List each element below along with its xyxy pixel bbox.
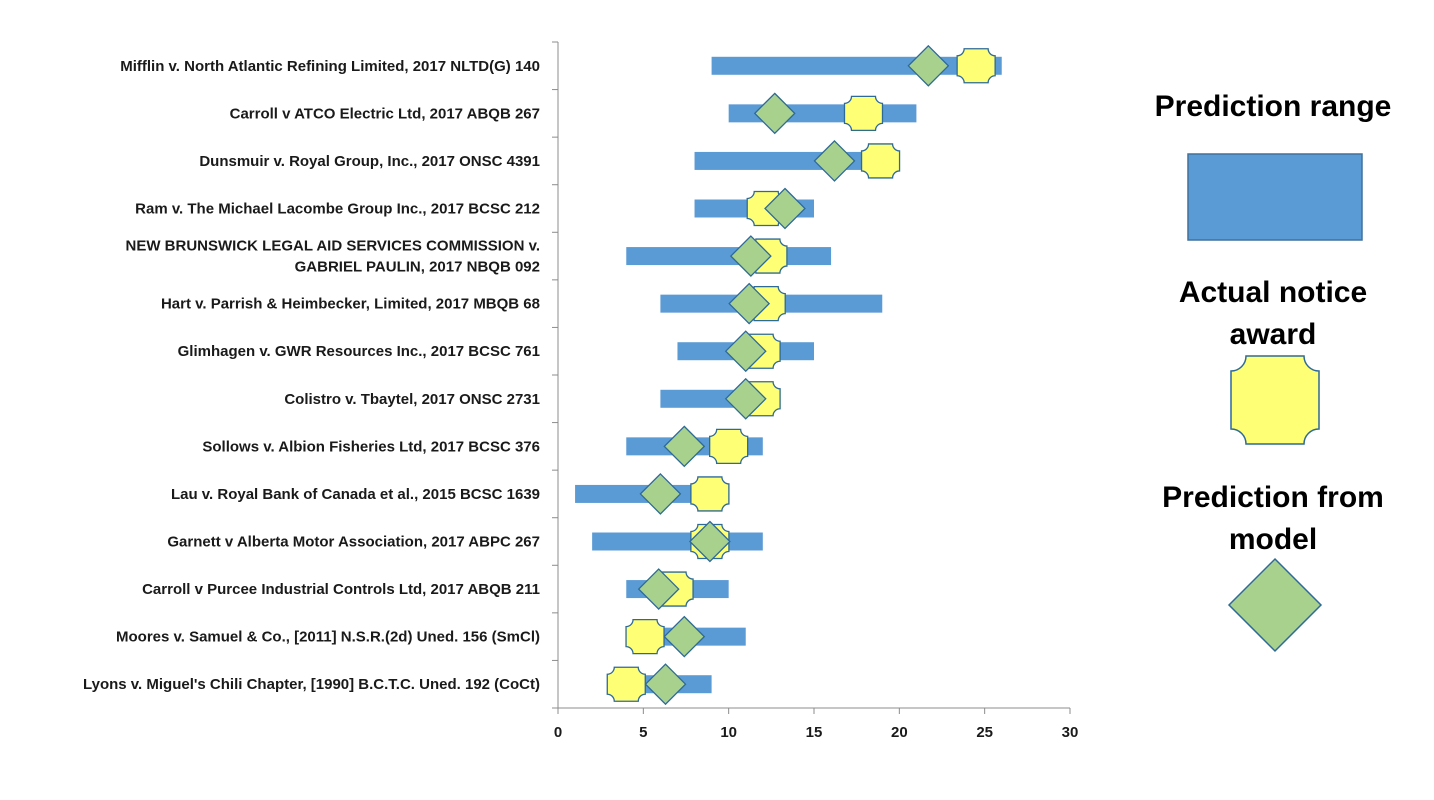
x-tick-label: 0 [554,724,562,741]
actual-award-marker [709,428,749,465]
legend-actual-swatch [1230,355,1320,445]
x-tick-label: 15 [806,724,823,741]
case-label: NEW BRUNSWICK LEGAL AID SERVICES COMMISS… [126,238,540,255]
model-prediction-marker [728,282,771,325]
model-prediction-marker [639,473,682,515]
category-label-layer: Mifflin v. North Atlantic Refining Limit… [83,58,540,693]
legend-range-title: Prediction range [1155,90,1392,123]
model-prediction-marker [724,330,767,373]
case-label: Lau v. Royal Bank of Canada et al., 2015… [171,486,540,503]
legend-predicted-swatch [1227,557,1323,653]
axis-layer: 0 5 10 15 20 25 30 [552,41,1079,741]
model-prediction-marker [907,44,950,87]
model-prediction-marker [637,568,680,610]
case-label: Dunsmuir v. Royal Group, Inc., 2017 ONSC… [199,153,540,170]
legend-actual-title: award [1230,318,1317,351]
case-label: Lyons v. Miguel's Chili Chapter, [1990] … [83,676,540,693]
actual-award-marker [956,48,996,84]
prediction-range-bar [626,247,832,266]
prediction-marker-layer [637,44,950,706]
case-label: Carroll v Purcee Industrial Controls Ltd… [142,581,540,598]
model-prediction-marker [663,425,706,468]
range-bar-layer [575,56,1002,694]
case-label: Sollows v. Albion Fisheries Ltd, 2017 BC… [202,438,540,455]
x-tick-label: 30 [1062,724,1079,741]
x-tick-label: 10 [720,724,737,741]
case-label: Garnett v Alberta Motor Association, 201… [167,534,540,551]
legend-predicted-title: Prediction from [1162,481,1384,514]
model-prediction-marker [724,377,767,420]
legend-range-swatch [1187,153,1363,241]
model-prediction-marker [753,92,796,135]
case-label: Carroll v ATCO Electric Ltd, 2017 ABQB 2… [230,105,540,122]
case-label: GABRIEL PAULIN, 2017 NBQB 092 [295,259,540,276]
actual-award-layer [606,48,996,702]
case-label: Ram v. The Michael Lacombe Group Inc., 2… [135,201,540,218]
model-prediction-marker [663,615,706,658]
prediction-range-bar [592,532,763,551]
model-prediction-marker [764,187,806,230]
actual-award-marker [606,666,646,702]
case-label: Hart v. Parrish & Heimbecker, Limited, 2… [161,296,540,313]
case-label: Moores v. Samuel & Co., [2011] N.S.R.(2d… [116,629,540,646]
model-prediction-marker [813,140,856,182]
case-label: Mifflin v. North Atlantic Refining Limit… [120,58,540,75]
model-prediction-marker [688,520,731,563]
legend-predicted-title: model [1229,523,1317,556]
actual-award-marker [625,618,665,655]
case-label: Colistro v. Tbaytel, 2017 ONSC 2731 [284,391,540,408]
x-tick-label: 5 [639,724,647,741]
x-tick-label: 25 [976,724,993,741]
actual-award-marker [690,476,730,512]
actual-award-marker [860,143,901,179]
legend-actual-title: Actual notice [1179,276,1367,309]
actual-award-marker [843,95,884,132]
case-label: Glimhagen v. GWR Resources Inc., 2017 BC… [178,343,540,360]
legend: Prediction range Actual notice award Predic… [1155,90,1392,653]
model-prediction-marker [729,235,772,277]
x-tick-label: 20 [891,724,908,741]
model-prediction-marker [644,663,687,706]
